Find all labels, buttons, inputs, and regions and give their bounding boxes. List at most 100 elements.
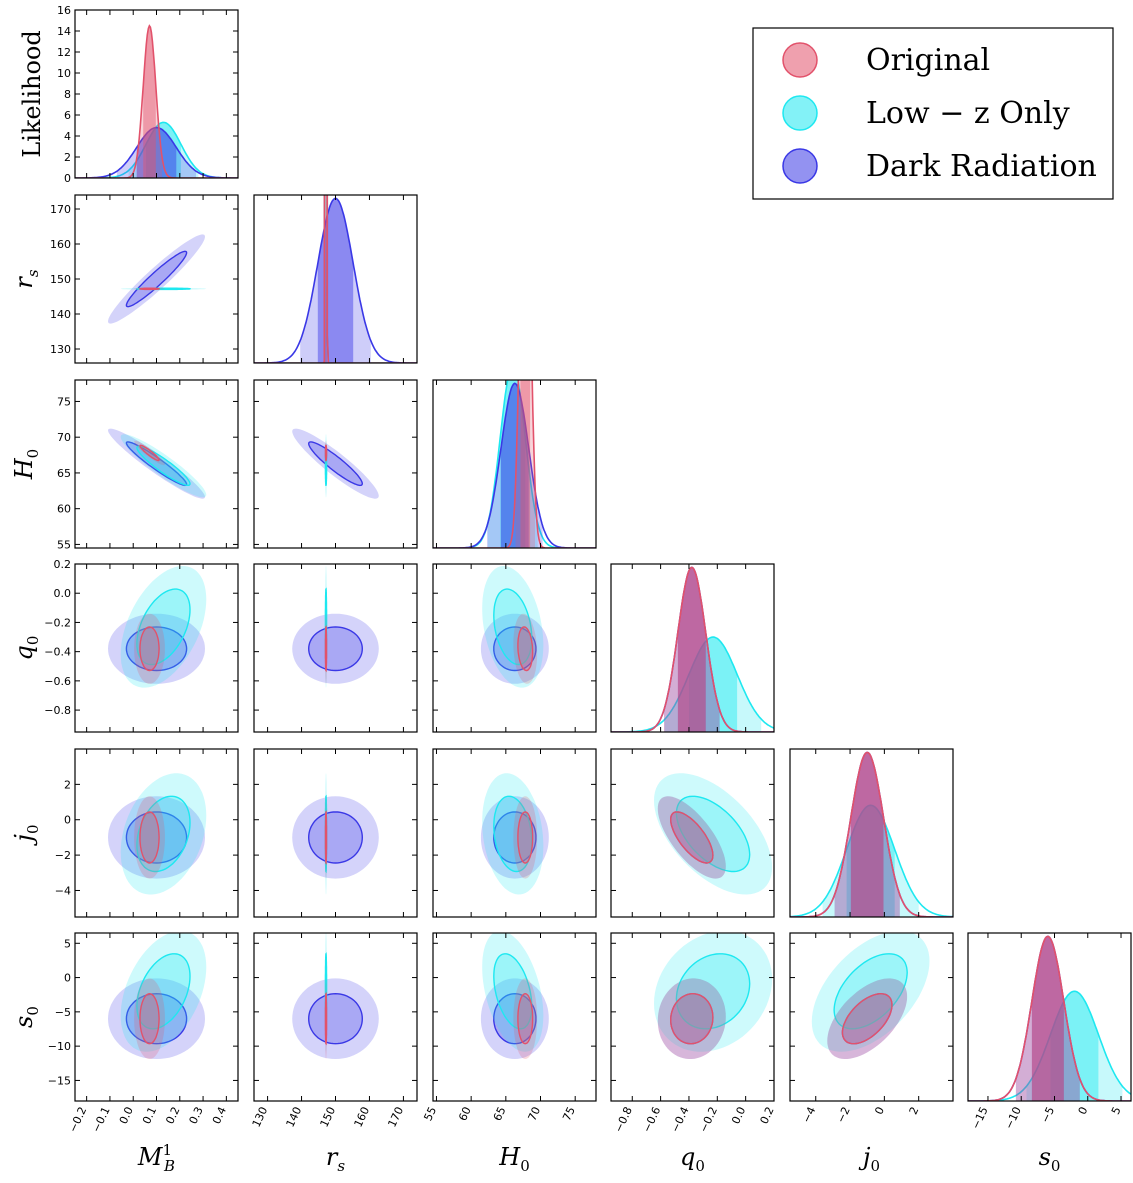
marginal-band68-low-z-only	[1050, 991, 1099, 1101]
contour95-dark-radiation	[292, 796, 379, 879]
contour68-dark-radiation	[493, 811, 537, 864]
contour68-original	[669, 993, 714, 1045]
panel-H0-H0-frame	[432, 379, 597, 549]
marginal-band95-low-z-only	[487, 380, 538, 548]
x-tick-label: 160	[352, 1105, 373, 1130]
marginal-band68-dark-radiation	[1031, 936, 1064, 1101]
panel-q0-q0-frame	[610, 563, 775, 733]
marginal-band95-dark-radiation	[487, 383, 543, 548]
marginal-band68-low-z-only	[500, 380, 526, 548]
contour68-dark-radiation	[307, 811, 364, 864]
likelihood-tick-label: 12	[57, 46, 71, 59]
contour95-dark-radiation	[827, 978, 908, 1059]
panel-j0-H0	[432, 748, 597, 918]
contour68-low-z-only	[493, 953, 533, 1030]
panel-MB-MB-frame	[74, 9, 239, 179]
axis-labels-layer: M1 B rs H0 q0 j0 s0 Likelihood rs H0 q0 j0 s0	[10, 30, 1060, 1175]
panel-rs-rs	[253, 194, 418, 364]
contour68-low-z-only	[136, 953, 191, 1030]
marginal-band95-original	[136, 25, 163, 178]
panel-q0-H0-frame	[432, 563, 597, 733]
contour95-dark-radiation	[480, 796, 549, 879]
contour68-dark-radiation	[493, 992, 537, 1045]
likelihood-tick-label: 10	[57, 67, 71, 80]
panel-q0-H0	[432, 563, 597, 733]
x-tick-label: −0.2	[66, 1105, 89, 1135]
x-tick-label: −0.2	[697, 1105, 720, 1135]
contour95-dark-radiation	[108, 978, 205, 1059]
likelihood-tick-label: 2	[64, 151, 71, 164]
contour68-original	[324, 444, 328, 462]
x-tick-label: 0.2	[758, 1105, 777, 1126]
y-tick-label: 140	[50, 308, 71, 321]
likelihood-tick-label: 4	[64, 130, 71, 143]
contour68-original	[841, 993, 893, 1045]
x-tick-label: 0.4	[210, 1105, 229, 1126]
panel-j0-q0	[610, 748, 775, 918]
y-tick-label: 160	[50, 238, 71, 251]
contour68-original	[139, 444, 160, 462]
marginal-band68-original	[325, 195, 327, 363]
contour95-original	[134, 440, 165, 466]
y-axis-label-q0: q0	[10, 636, 42, 661]
y-tick-label: 70	[57, 431, 71, 444]
panel-H0-rs-frame	[253, 379, 418, 549]
contour95-dark-radiation	[292, 613, 379, 684]
marginal-band68-dark-radiation	[317, 198, 354, 363]
marginal-band95-low-z-only	[325, 195, 327, 363]
legend-swatch	[782, 95, 818, 131]
contour95-low-z-only	[482, 773, 544, 895]
contour68-low-z-only	[675, 795, 751, 873]
panel-j0-q0-frame	[610, 748, 775, 918]
contour95-original	[513, 796, 538, 879]
x-tick-label: 0.0	[117, 1105, 136, 1126]
likelihood-tick-label: 6	[64, 109, 71, 122]
marginal-band68-low-z-only	[146, 122, 181, 178]
y-tick-label: 170	[50, 203, 71, 216]
x-tick-label: −2	[834, 1105, 853, 1125]
likelihood-tick-label: 14	[57, 25, 71, 38]
marginal-band95-low-z-only	[822, 805, 919, 917]
panel-q0-MB-frame	[74, 563, 239, 733]
contour68-original	[139, 287, 161, 291]
marginal-band68-dark-radiation	[850, 752, 884, 917]
panel-rs-MB: 130 140 150 160 170	[50, 194, 239, 364]
marginal-band95-original	[664, 567, 720, 732]
panel-q0-rs-frame	[253, 563, 418, 733]
x-tick-label: −0.6	[640, 1105, 663, 1135]
contour68-dark-radiation	[307, 626, 364, 672]
legend-swatch	[782, 148, 818, 184]
marginal-band68-low-z-only	[325, 195, 327, 363]
legend-label: Original	[866, 43, 990, 78]
y-tick-label: −5	[55, 1006, 71, 1019]
contour95-dark-radiation	[657, 978, 726, 1059]
y-tick-label: 150	[50, 273, 71, 286]
y-tick-label: 75	[57, 395, 71, 408]
contour68-original	[139, 626, 160, 672]
x-tick-label: 0	[872, 1105, 887, 1117]
x-tick-label: −5	[1039, 1105, 1058, 1125]
y-tick-label: 0.0	[54, 587, 72, 600]
contour68-dark-radiation	[307, 992, 364, 1045]
panel-j0-MB: −4 −2 0 2	[55, 748, 239, 918]
y-tick-label: −4	[55, 884, 71, 897]
x-tick-label: −4	[800, 1105, 819, 1125]
y-tick-label: 0	[64, 972, 71, 985]
y-axis-label-s0: s0	[10, 1006, 42, 1028]
marginal-band68-original	[1031, 936, 1064, 1101]
y-axis-label-rs: rs	[10, 269, 42, 288]
panel-s0-MB-frame	[74, 932, 239, 1102]
panel-rs-MB-frame	[74, 194, 239, 364]
marginal-band68-low-z-only	[846, 805, 895, 917]
marginal-band68-original	[143, 25, 156, 178]
x-tick-label: −0.4	[669, 1105, 692, 1135]
contour68-low-z-only	[136, 795, 191, 873]
contour68-low-z-only	[675, 953, 751, 1030]
marginal-band68-original	[677, 567, 706, 732]
legend-label: Low − z Only	[866, 96, 1070, 131]
x-tick-label: −0.1	[90, 1105, 113, 1135]
likelihood-tick-label: 8	[64, 88, 71, 101]
x-tick-label: 60	[456, 1105, 474, 1123]
marginal-curve-dark-radiation	[75, 126, 238, 178]
